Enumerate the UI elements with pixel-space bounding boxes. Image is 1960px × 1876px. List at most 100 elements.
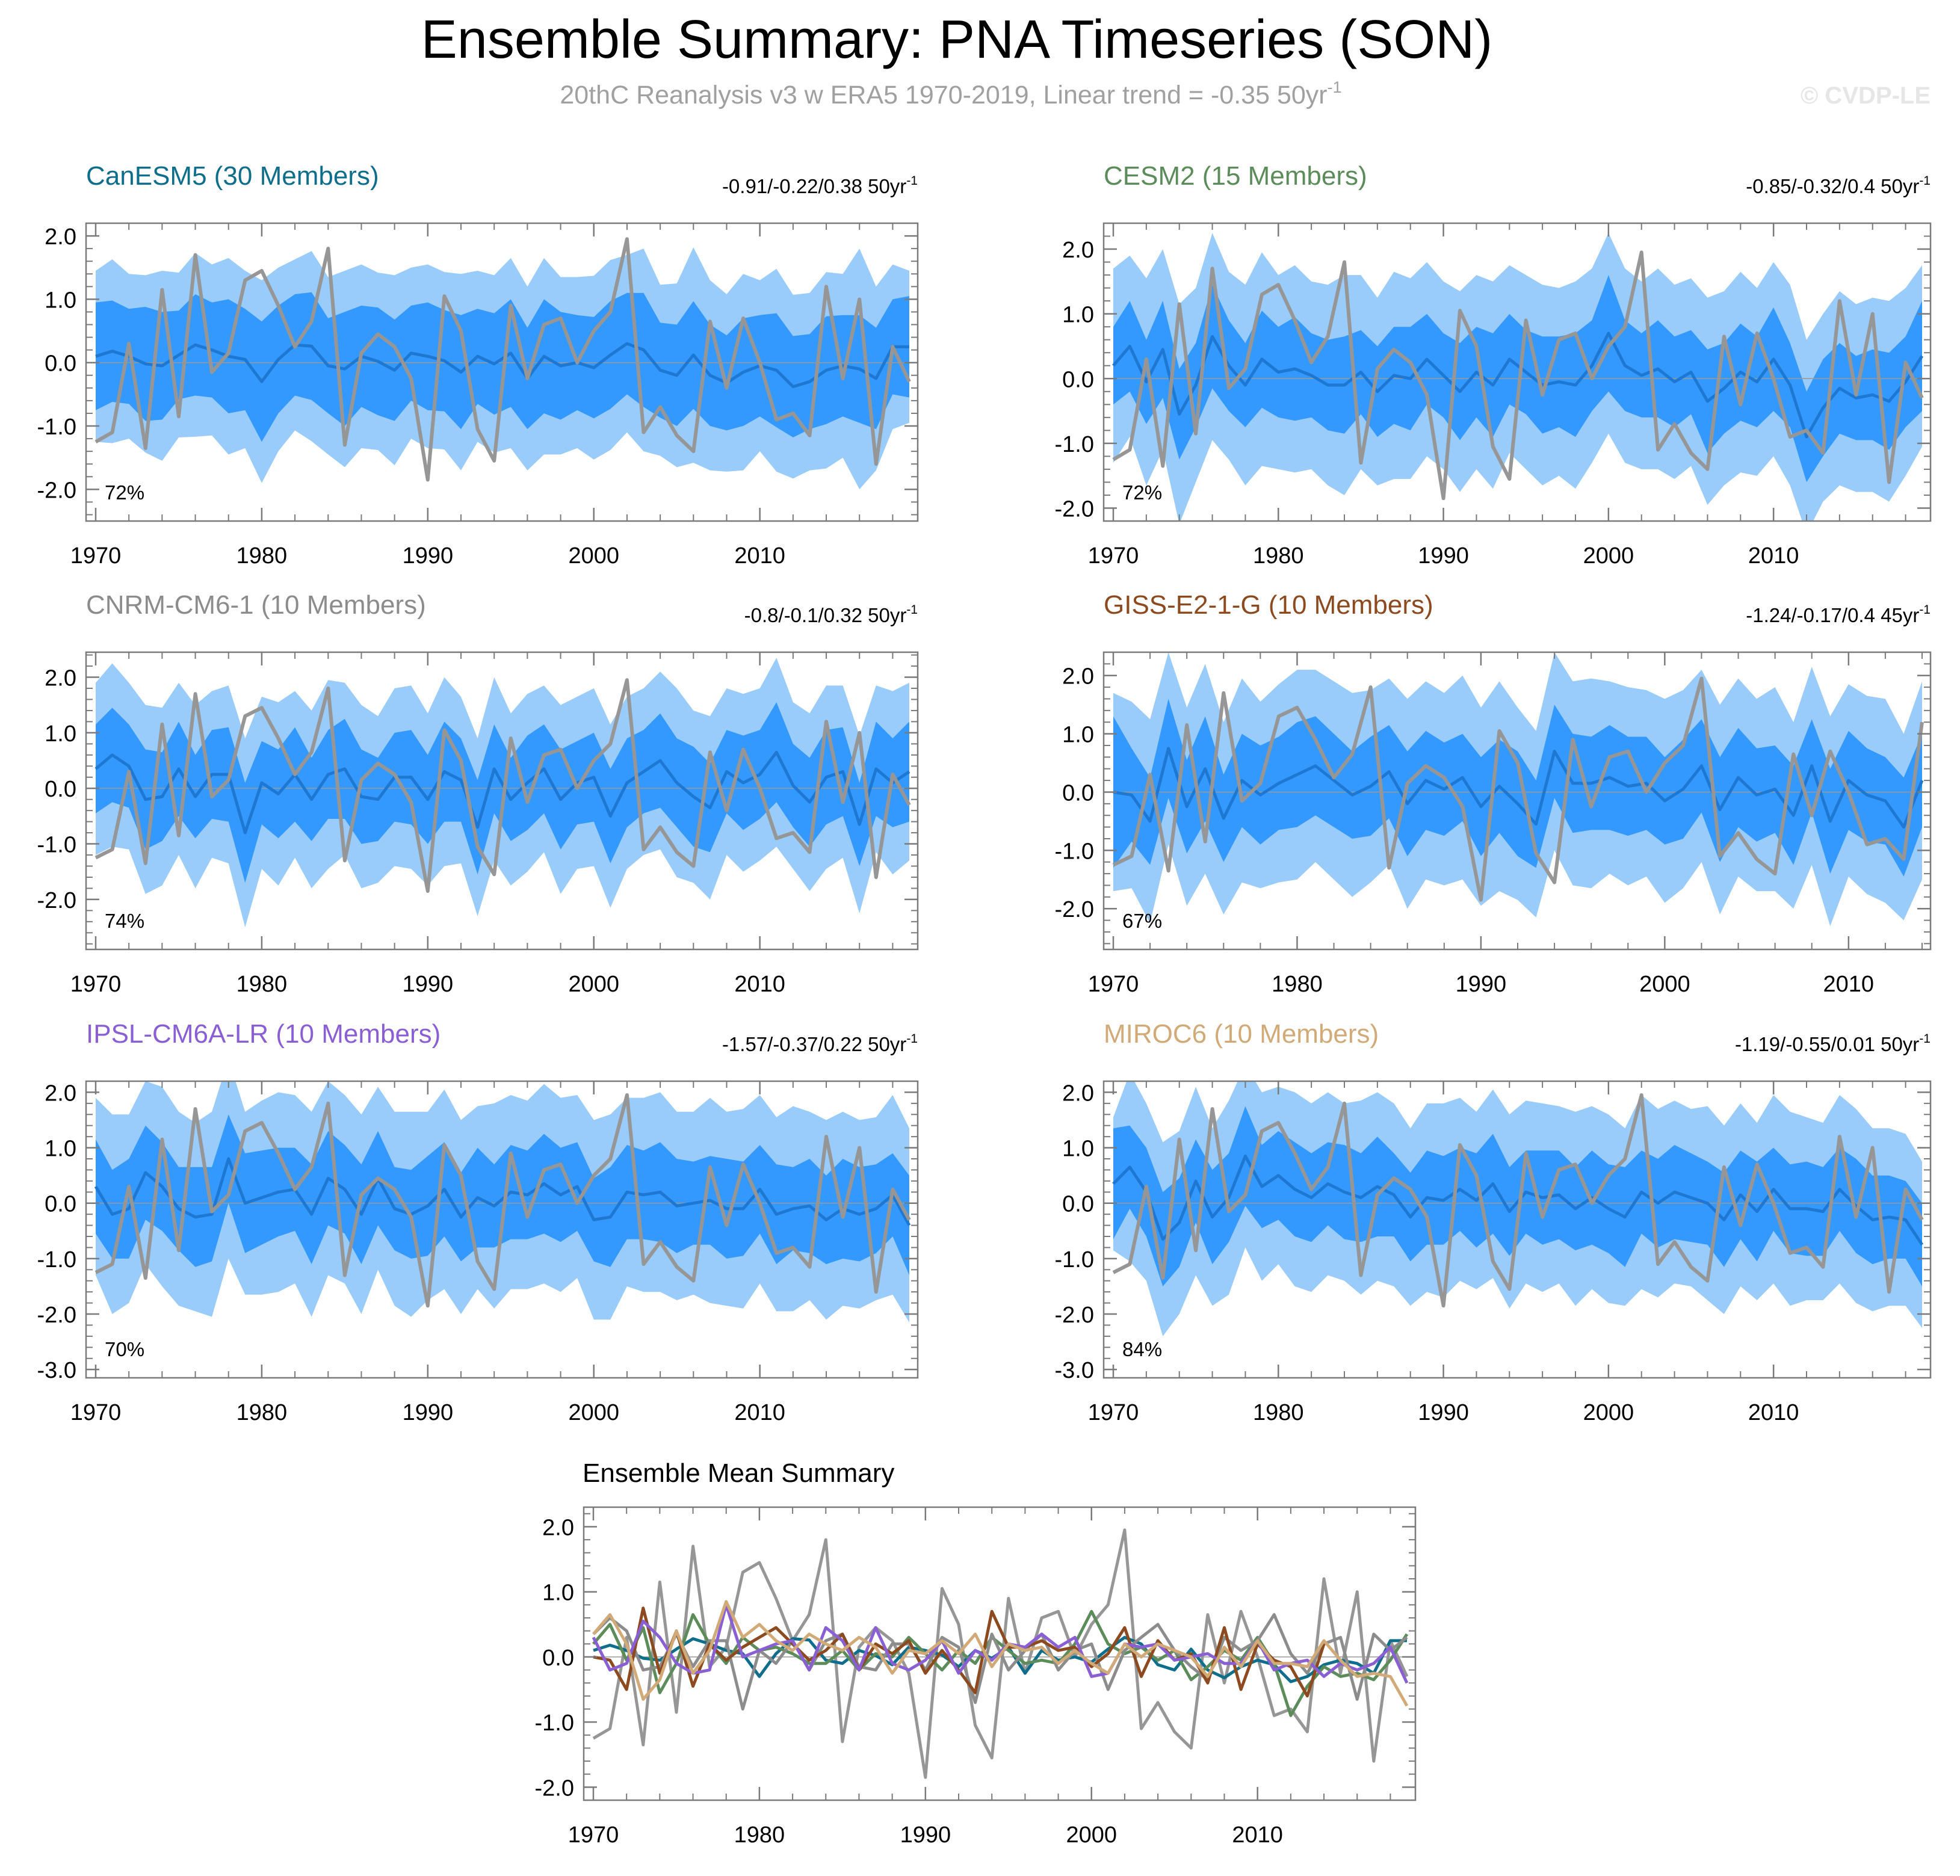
y-tick-label: 0.0: [1062, 1192, 1094, 1217]
spread-band-inner: [1113, 1106, 1922, 1286]
trend-label-sup: -1: [906, 603, 918, 617]
x-tick-label: 2010: [734, 1400, 785, 1425]
y-tick-label: 2.0: [1062, 1081, 1094, 1106]
watermark: © CVDP-LE: [1801, 82, 1931, 109]
x-tick-label: 2000: [568, 972, 619, 997]
y-tick-label: 1.0: [542, 1581, 574, 1606]
x-tick-label: 2000: [1066, 1822, 1117, 1848]
y-tick-label: -1.0: [1055, 432, 1094, 457]
x-tick-label: 1980: [236, 543, 288, 569]
ensemble-mean-line: [94, 1157, 911, 1226]
x-tick-label: 1970: [1088, 543, 1139, 569]
y-tick-label: -3.0: [37, 1358, 76, 1383]
x-tick-label: 2010: [1748, 543, 1799, 569]
ensemble-mean-line: [95, 342, 909, 389]
panel-title: IPSL-CM6A-LR (10 Members): [86, 1019, 441, 1049]
x-tick-label: 1970: [1088, 1400, 1139, 1425]
percent-label: 74%: [105, 910, 144, 932]
x-tick-label: 1970: [70, 1400, 122, 1425]
x-tick-label: 2010: [734, 972, 785, 997]
summary-line-ipsl-cm6a-lr: [592, 1603, 1409, 1684]
y-tick-label: -1.0: [37, 415, 76, 440]
plot-frame: [583, 1506, 1417, 1801]
figure-subtitle-sup: -1: [1328, 78, 1342, 96]
y-tick-label: 1.0: [45, 288, 76, 313]
y-tick-label: 0.0: [542, 1646, 574, 1671]
y-tick-label: -2.0: [1055, 897, 1094, 922]
y-tick-label: 1.0: [45, 721, 76, 747]
panel-title: MIROC6 (10 Members): [1104, 1019, 1379, 1049]
y-tick-label: 0.0: [45, 777, 76, 802]
y-tick-label: 2.0: [542, 1515, 574, 1540]
percent-label: 70%: [105, 1338, 144, 1360]
x-tick-label: 1980: [236, 972, 288, 997]
percent-label: 72%: [1122, 481, 1162, 504]
y-tick-label: 1.0: [45, 1137, 76, 1162]
trend-label: -0.85/-0.32/0.4 50yr-1: [1746, 174, 1931, 197]
x-tick-label: 1980: [1253, 543, 1304, 569]
y-tick-label: 2.0: [1062, 664, 1094, 690]
trend-label: -0.91/-0.22/0.38 50yr-1: [722, 174, 918, 197]
trend-label-sup: -1: [1919, 603, 1931, 617]
trend-label: -1.57/-0.37/0.22 50yr-1: [722, 1032, 918, 1055]
ensemble-mean-line: [1112, 1154, 1924, 1246]
figure-title: Ensemble Summary: PNA Timeseries (SON): [421, 10, 1492, 70]
observed-line: [94, 678, 911, 893]
x-tick-label: 2000: [568, 1400, 619, 1425]
y-tick-label: 1.0: [1062, 1137, 1094, 1162]
y-tick-label: -1.0: [1055, 1247, 1094, 1273]
panel-title: Ensemble Mean Summary: [583, 1458, 894, 1488]
trend-label-sup: -1: [1919, 174, 1931, 188]
y-tick-label: 1.0: [1062, 723, 1094, 748]
trend-label-sup: -1: [906, 174, 918, 188]
y-tick-label: -3.0: [1055, 1358, 1094, 1383]
plot-frame: [85, 1080, 919, 1379]
observed-line: [1112, 1093, 1924, 1308]
observed-line: [1112, 250, 1924, 501]
x-tick-label: 1970: [568, 1822, 619, 1848]
panel-title: CNRM-CM6-1 (10 Members): [86, 590, 426, 620]
y-tick-label: 0.0: [45, 1192, 76, 1217]
panel-cnrm-cm6-1: 2.0 1.0 0.0 -1.0 -2.0 1970 1980 1990 2000 2010 CNR…: [37, 590, 919, 997]
x-tick-label: 2000: [1583, 543, 1634, 569]
plot-frame: [1102, 1080, 1932, 1379]
x-tick-label: 1990: [403, 1400, 454, 1425]
y-tick-label: 2.0: [45, 1081, 76, 1106]
x-tick-label: 2010: [1232, 1822, 1283, 1848]
x-tick-label: 1990: [900, 1822, 951, 1848]
plot-frame: [1102, 222, 1932, 522]
x-tick-label: 1970: [1088, 972, 1139, 997]
y-tick-label: 0.0: [45, 351, 76, 377]
plot-frame: [85, 222, 919, 522]
x-tick-label: 1990: [1456, 972, 1507, 997]
x-tick-label: 2000: [1639, 972, 1690, 997]
ensemble-mean-line: [94, 750, 910, 835]
observed-line: [94, 1093, 911, 1308]
x-tick-label: 2010: [734, 543, 785, 569]
plot-frame: [85, 651, 919, 951]
plot-area: [1104, 1081, 1931, 1336]
trend-label-text: -0.8/-0.1/0.32 50yr: [744, 604, 907, 626]
plot-area: [86, 237, 918, 490]
y-tick-label: -2.0: [1055, 496, 1094, 522]
panel-title: CanESM5 (30 Members): [86, 161, 379, 191]
x-tick-label: 2010: [1823, 972, 1875, 997]
observed-line: [592, 1528, 1409, 1779]
panel-title: GISS-E2-1-G (10 Members): [1104, 590, 1433, 620]
y-tick-label: 1.0: [1062, 303, 1094, 328]
spread-band-inner: [96, 1114, 909, 1276]
y-tick-label: 2.0: [45, 666, 76, 691]
summary-line-miroc6: [592, 1600, 1409, 1707]
x-tick-label: 1990: [1418, 1400, 1469, 1425]
y-tick-label: -2.0: [1055, 1303, 1094, 1328]
x-tick-label: 2010: [1748, 1400, 1799, 1425]
trend-label: -0.8/-0.1/0.32 50yr-1: [744, 603, 918, 626]
plot-area: [1104, 233, 1931, 521]
y-tick-label: -1.0: [37, 833, 76, 858]
x-tick-label: 1970: [70, 972, 122, 997]
ensemble-mean-line: [1113, 747, 1924, 829]
y-tick-label: -1.0: [1055, 839, 1094, 864]
panel-summary: 2.0 1.0 0.0 -1.0 -2.0 1970 1980 1990 2000 2010 Ens…: [535, 1458, 1417, 1848]
panel-title: CESM2 (15 Members): [1104, 161, 1367, 191]
